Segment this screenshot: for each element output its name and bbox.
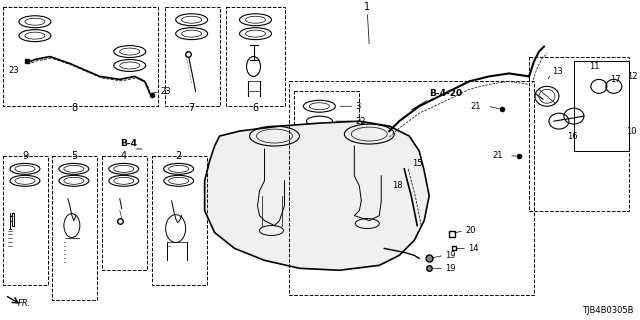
Text: 23: 23 bbox=[161, 87, 172, 96]
Text: 5: 5 bbox=[71, 151, 77, 161]
Text: TJB4B0305B: TJB4B0305B bbox=[582, 306, 634, 315]
Text: 18: 18 bbox=[392, 181, 403, 190]
Text: FR.: FR. bbox=[18, 299, 31, 308]
Text: 9: 9 bbox=[22, 151, 28, 161]
Text: 11: 11 bbox=[589, 62, 599, 71]
Text: 12: 12 bbox=[627, 72, 637, 81]
Text: 2: 2 bbox=[175, 151, 182, 161]
Text: 23: 23 bbox=[8, 67, 19, 76]
Text: 14: 14 bbox=[468, 244, 479, 253]
Text: 20: 20 bbox=[465, 226, 476, 235]
Polygon shape bbox=[205, 121, 429, 270]
Text: 21: 21 bbox=[493, 151, 503, 160]
Text: 1: 1 bbox=[364, 2, 371, 12]
Text: B-4: B-4 bbox=[120, 139, 137, 148]
Text: 8: 8 bbox=[72, 103, 78, 113]
Text: 17: 17 bbox=[611, 75, 621, 84]
Text: 16: 16 bbox=[566, 132, 577, 140]
Text: 15: 15 bbox=[412, 159, 423, 168]
Text: B-4-20: B-4-20 bbox=[429, 89, 462, 98]
Text: 4: 4 bbox=[121, 151, 127, 161]
Text: 7: 7 bbox=[189, 103, 195, 113]
Text: 10: 10 bbox=[626, 127, 636, 136]
Text: 21: 21 bbox=[470, 102, 481, 111]
Text: 19: 19 bbox=[445, 251, 456, 260]
Text: 13: 13 bbox=[552, 67, 563, 76]
Text: 22: 22 bbox=[355, 117, 366, 126]
Text: 6: 6 bbox=[252, 103, 259, 113]
Text: 3: 3 bbox=[355, 102, 361, 111]
Text: 19: 19 bbox=[445, 264, 456, 273]
